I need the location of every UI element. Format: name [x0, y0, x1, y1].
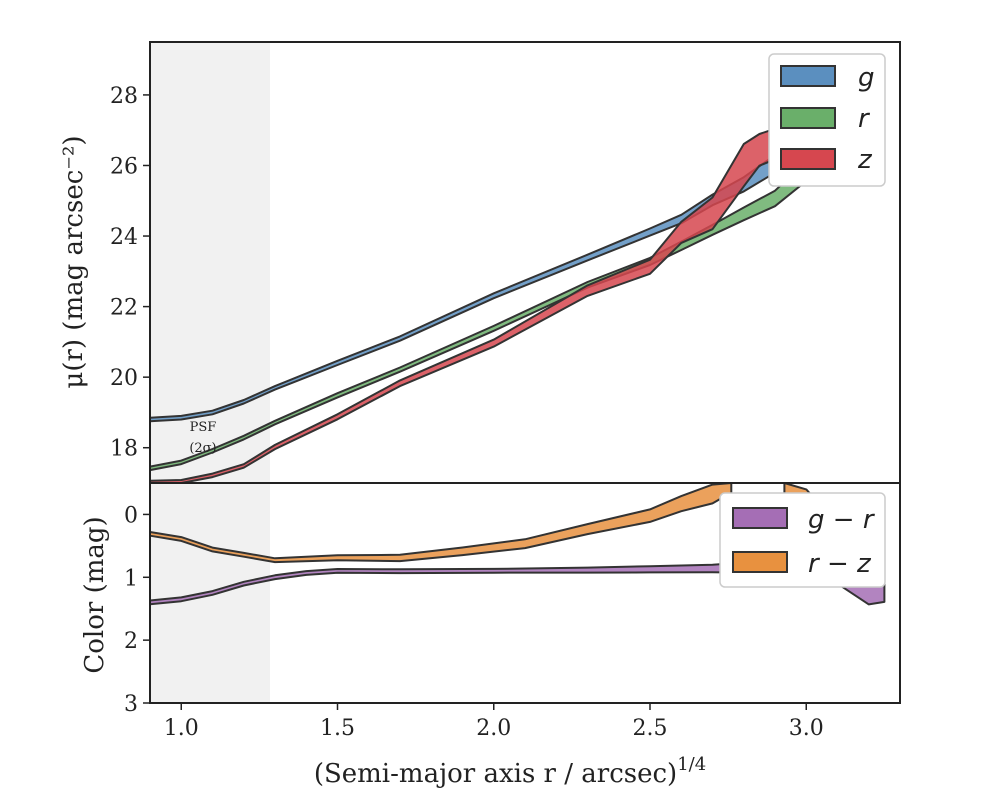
top-y-tick-label: 18	[110, 437, 138, 462]
x-axis-label: (Semi-major axis r / arcsec)1/4	[314, 754, 706, 789]
top-y-tick-label: 20	[110, 366, 138, 391]
x-axis-label-main: (Semi-major axis r / arcsec)	[314, 759, 677, 789]
legend-label-g: g	[858, 63, 875, 93]
legend-label-z: z	[857, 145, 873, 175]
top-y-ticks: 18 20 22 24 26 28	[110, 84, 150, 462]
x-tick-label: 1.0	[164, 716, 199, 741]
top-y-tick-label: 24	[110, 225, 138, 250]
bottom-y-ticks: 0 1 2 3	[124, 503, 150, 717]
legend-swatch-z	[780, 148, 836, 170]
legend-swatch-r	[780, 107, 836, 129]
x-ticks: 1.0 1.5 2.0 2.5 3.0	[164, 703, 824, 741]
top-y-tick-label: 28	[110, 84, 138, 109]
psf-label-line1: PSF	[190, 420, 217, 435]
bottom-legend: g − r r − z	[719, 492, 886, 588]
x-axis-label-superscript: 1/4	[677, 754, 706, 775]
legend-label-g-r: g − r	[808, 505, 876, 535]
legend-label-r: r	[858, 104, 871, 134]
top-panel: 18 20 22 24 26 28 PSF (2σ) μ(r) (mag arcsec⁻²…	[59, 41, 901, 484]
x-tick-label: 3.0	[789, 716, 824, 741]
bottom-y-tick-label: 0	[124, 503, 138, 528]
legend-swatch-g-r	[732, 507, 788, 529]
legend-swatch-g	[780, 65, 836, 87]
top-y-tick-label: 26	[110, 154, 138, 179]
psf-label-line2: (2σ)	[189, 441, 216, 456]
x-tick-label: 2.5	[633, 716, 668, 741]
bottom-band-g-r	[149, 538, 886, 606]
legend-swatch-r-z	[732, 551, 788, 573]
bottom-panel: 0 1 2 3 1.0 1.5 2.0 2.5 3.0 Color (mag) (Semi-m…	[80, 482, 901, 789]
bottom-y-tick-label: 3	[124, 692, 138, 717]
top-legend: g r z	[768, 53, 886, 187]
top-y-axis-label: μ(r) (mag arcsec⁻²)	[59, 135, 89, 388]
top-psf-region	[150, 42, 270, 483]
x-tick-label: 1.5	[320, 716, 355, 741]
legend-label-r-z: r − z	[808, 549, 872, 579]
x-tick-label: 2.0	[476, 716, 511, 741]
bottom-y-axis-label: Color (mag)	[80, 516, 110, 673]
bottom-y-tick-label: 2	[124, 629, 138, 654]
top-y-tick-label: 22	[110, 296, 138, 321]
bottom-plot-frame	[149, 482, 901, 704]
bottom-y-tick-label: 1	[124, 566, 138, 591]
